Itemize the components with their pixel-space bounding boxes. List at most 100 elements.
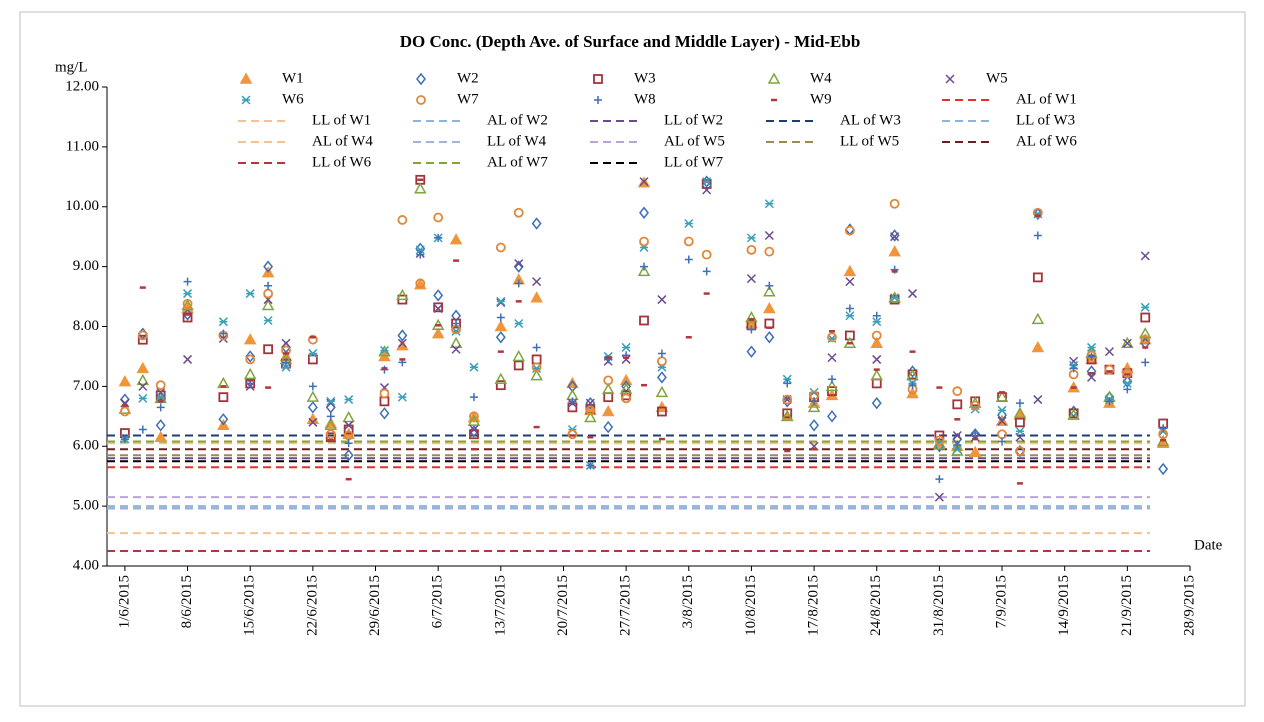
chart-title: DO Conc. (Depth Ave. of Surface and Midd…	[400, 32, 861, 51]
marker	[513, 260, 524, 273]
marker	[182, 298, 193, 309]
marker	[469, 362, 479, 372]
x-tick-label: 24/8/2015	[868, 575, 884, 636]
marker	[433, 212, 444, 223]
marker	[1067, 408, 1080, 420]
marker	[379, 345, 389, 355]
x-tick-label: 1/6/2015	[116, 575, 132, 628]
marker	[379, 388, 390, 399]
marker	[1159, 424, 1168, 433]
marker	[344, 439, 353, 448]
legend-marker	[239, 72, 253, 84]
legend-label: W4	[810, 70, 832, 86]
marker	[621, 342, 631, 352]
legend-marker	[945, 74, 955, 84]
legend-marker	[594, 96, 602, 104]
marker	[997, 416, 1007, 426]
marker	[326, 398, 336, 408]
marker	[621, 390, 632, 401]
marker	[1032, 272, 1043, 283]
legend-label: LL of W3	[1016, 112, 1075, 128]
marker	[1122, 378, 1132, 388]
legend-label: W5	[986, 70, 1008, 86]
marker	[1123, 385, 1132, 394]
marker	[243, 333, 257, 345]
marker	[397, 215, 408, 225]
legend-label: W3	[634, 70, 656, 86]
marker	[1104, 364, 1115, 375]
marker	[657, 295, 667, 305]
legend-label: W2	[457, 70, 479, 86]
marker	[264, 281, 273, 290]
marker	[218, 317, 228, 327]
x-tick-label: 6/7/2015	[430, 575, 446, 628]
marker	[782, 394, 793, 405]
y-axis-label: mg/L	[55, 59, 88, 75]
marker	[138, 381, 148, 391]
marker	[1087, 372, 1097, 382]
marker	[746, 345, 757, 358]
marker	[702, 185, 712, 195]
marker	[827, 386, 837, 397]
marker	[281, 338, 291, 348]
marker	[469, 393, 478, 402]
marker	[155, 419, 166, 432]
marker	[870, 336, 884, 349]
marker	[433, 289, 444, 302]
marker	[495, 331, 506, 344]
marker	[585, 398, 595, 408]
marker	[640, 262, 649, 271]
x-tick-label: 15/6/2015	[242, 575, 258, 636]
marker	[512, 349, 525, 362]
marker	[637, 264, 651, 277]
marker	[155, 380, 166, 391]
marker	[1140, 251, 1150, 261]
marker	[118, 375, 132, 387]
x-tick-label: 21/9/2015	[1119, 575, 1135, 636]
legend-marker	[241, 95, 251, 105]
marker	[137, 334, 148, 345]
marker	[514, 259, 524, 269]
marker	[1069, 356, 1079, 366]
marker	[871, 396, 882, 410]
y-tick-label: 5.00	[73, 498, 99, 514]
marker	[306, 390, 320, 402]
marker	[344, 420, 354, 430]
marker	[782, 395, 793, 408]
x-axis-label: Date	[1194, 537, 1223, 553]
marker	[780, 409, 794, 422]
marker	[531, 362, 542, 373]
marker	[1015, 426, 1025, 436]
marker	[684, 255, 693, 264]
marker	[532, 277, 542, 287]
marker	[154, 430, 167, 443]
marker	[433, 302, 444, 313]
x-tick-label: 14/9/2015	[1056, 575, 1072, 636]
legend-label: LL of W2	[664, 112, 723, 128]
marker	[745, 310, 758, 323]
marker	[807, 400, 821, 413]
marker	[245, 350, 256, 363]
marker	[782, 374, 792, 384]
marker	[530, 369, 543, 381]
marker	[1087, 342, 1097, 352]
marker	[1013, 406, 1027, 419]
legend-label: AL of W4	[312, 133, 373, 149]
marker	[434, 233, 443, 242]
marker	[308, 417, 318, 427]
marker	[120, 406, 130, 417]
marker	[532, 343, 541, 352]
marker	[702, 177, 712, 187]
marker	[585, 405, 596, 416]
marker	[307, 354, 318, 365]
marker	[639, 206, 649, 219]
marker	[344, 395, 354, 405]
marker	[245, 354, 256, 365]
x-tick-label: 28/9/2015	[1181, 575, 1197, 636]
marker	[137, 330, 148, 341]
x-tick-label: 27/7/2015	[618, 575, 634, 636]
marker	[1087, 352, 1096, 361]
marker	[586, 461, 595, 470]
